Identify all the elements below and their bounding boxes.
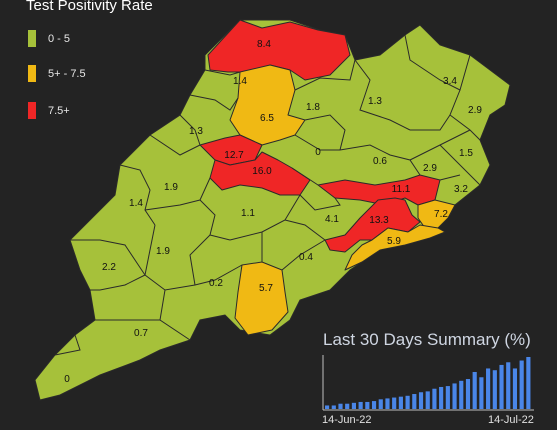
sparkline-bar: [425, 391, 430, 409]
district-label: 7.2: [434, 209, 448, 220]
district-puri[interactable]: [344, 224, 446, 271]
district-label: 0.4: [299, 252, 313, 263]
legend-label-high: 7.5+: [48, 104, 70, 117]
district-label: 11.1: [392, 184, 411, 195]
district-label: 1.1: [241, 208, 255, 219]
district-label: 3.4: [443, 76, 457, 87]
summary-end-date: 14-Jul-22: [488, 414, 534, 426]
district-subarnapur[interactable]: [209, 151, 311, 196]
sparkline-bar: [512, 368, 518, 409]
district-boundaries: [54, 34, 481, 356]
sparkline-bar: [445, 386, 450, 409]
legend-item-low: 0 - 5: [28, 30, 70, 47]
district-label: 0.2: [209, 278, 223, 289]
district-labels: 8.4 1.4 6.5 1.8 1.3 3.4 2.9 1.3 12.7 16.…: [64, 39, 482, 385]
sparkline-bar: [351, 402, 356, 409]
sparkline-bar: [472, 371, 477, 409]
summary-title: Last 30 Days Summary (%): [323, 330, 531, 349]
sparkline-bar: [519, 360, 524, 409]
sparkline-bar: [398, 396, 403, 409]
sparkline-bar: [465, 379, 471, 409]
sparkline-bar: [365, 401, 370, 409]
summary-sparkline: [322, 355, 534, 411]
state-outline: [34, 19, 511, 401]
legend-item-mid: 5+ - 7.5: [28, 65, 86, 82]
district-label: 2.2: [102, 262, 116, 273]
sparkline-bar: [526, 357, 531, 409]
sparkline-bar: [345, 403, 350, 409]
legend-title: Test Positivity Rate: [26, 0, 153, 14]
district-sundargarh[interactable]: [207, 19, 351, 81]
legend-label-low: 0 - 5: [48, 32, 71, 45]
district-label: 1.3: [368, 96, 382, 107]
sparkline-bar: [499, 364, 504, 409]
sparkline-bar: [358, 401, 363, 409]
sparkline-bar: [392, 397, 397, 409]
sparkline-bar: [486, 368, 491, 409]
sparkline-bar: [459, 380, 464, 409]
district-label: 1.4: [129, 198, 143, 209]
sparkline-bar: [418, 392, 424, 409]
legend-swatch-low: [28, 30, 36, 47]
sparkline-bar: [405, 395, 410, 409]
sparkline-bar: [371, 401, 377, 409]
sparkline-bar: [492, 370, 497, 409]
district-label: 4.1: [325, 214, 339, 225]
district-label: 0: [64, 374, 70, 385]
sparkline-bar: [432, 388, 437, 409]
sparkline-bar: [412, 394, 417, 409]
district-jagatsinghpur[interactable]: [417, 199, 456, 229]
district-label: 2.9: [468, 105, 482, 116]
sparkline-bars: [325, 357, 531, 409]
district-label: 1.9: [156, 246, 170, 257]
sparkline-bar: [331, 405, 336, 409]
district-label: 3.2: [454, 184, 468, 195]
sparkline-bar: [385, 398, 390, 409]
district-label: 16.0: [252, 166, 272, 177]
district-label: 1.5: [459, 148, 473, 159]
district-label: 1.4: [233, 76, 247, 87]
sparkline-bar: [325, 405, 330, 409]
district-label: 5.9: [387, 236, 401, 247]
district-label: 13.3: [369, 215, 389, 226]
district-label: 6.5: [260, 113, 274, 124]
district-label: 0: [315, 147, 321, 158]
district-label: 0.7: [134, 328, 148, 339]
sparkline-bar: [378, 399, 383, 409]
district-label: 1.3: [189, 126, 203, 137]
legend-item-high: 7.5+: [28, 102, 70, 119]
district-gajapati[interactable]: [234, 261, 289, 336]
district-label: 5.7: [259, 283, 273, 294]
district-label: 1.9: [164, 182, 178, 193]
district-khordha[interactable]: [324, 197, 421, 253]
district-label: 8.4: [257, 39, 271, 50]
sparkline-bar: [338, 403, 343, 409]
district-label: 0.6: [373, 156, 387, 167]
sparkline-bar: [452, 383, 457, 409]
district-label: 1.8: [306, 102, 320, 113]
district-label: 2.9: [423, 163, 437, 174]
district-label: 12.7: [224, 150, 244, 161]
legend-swatch-mid: [28, 65, 36, 82]
summary-start-date: 14-Jun-22: [322, 414, 372, 426]
sparkline-bar: [506, 362, 511, 409]
legend-swatch-high: [28, 102, 36, 119]
legend-label-mid: 5+ - 7.5: [48, 67, 86, 80]
sparkline-bar: [439, 386, 444, 409]
sparkline-bar: [479, 377, 484, 409]
